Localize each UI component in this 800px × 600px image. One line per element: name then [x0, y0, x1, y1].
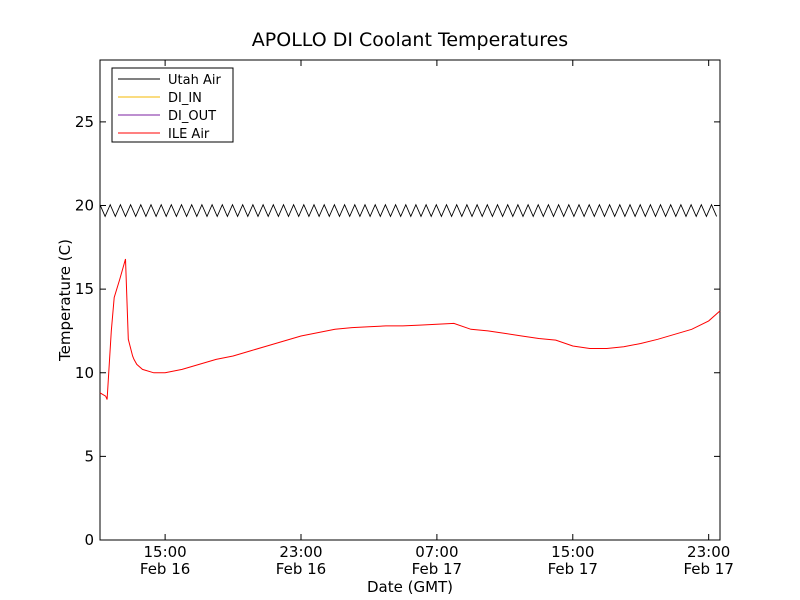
- legend-label: Utah Air: [168, 73, 221, 88]
- legend-label: DI_IN: [168, 91, 202, 106]
- chart-title: APOLLO DI Coolant Temperatures: [252, 29, 568, 51]
- legend-entries: Utah Air DI_IN DI_OUT ILE Air: [118, 73, 221, 142]
- x-tick-label-date: Feb 17: [683, 560, 733, 578]
- y-axis-label: Temperature (C): [56, 239, 74, 362]
- legend-label: ILE Air: [168, 127, 210, 142]
- x-tick-label-time: 23:00: [279, 543, 322, 561]
- x-tick-label-time: 07:00: [415, 543, 458, 561]
- y-tick-label: 25: [75, 113, 94, 131]
- y-tick-label: 15: [75, 280, 94, 298]
- series-line-utah-air: [99, 203, 718, 218]
- y-tick-label: 0: [84, 531, 94, 549]
- y-tick-label: 5: [84, 447, 94, 465]
- x-tick-label-date: Feb 16: [276, 560, 326, 578]
- series-layer: [99, 203, 721, 400]
- legend-label: DI_OUT: [168, 109, 216, 124]
- legend: Utah Air DI_IN DI_OUT ILE Air: [111, 67, 234, 143]
- legend-box: [111, 67, 234, 143]
- x-tick-label-date: Feb 16: [140, 560, 190, 578]
- y-tick-label: 10: [75, 364, 94, 382]
- y-axis: 0 5 10 15 20 25: [75, 113, 720, 549]
- y-tick-label: 20: [75, 197, 94, 215]
- x-tick-label-time: 15:00: [143, 543, 186, 561]
- x-tick-label-date: Feb 17: [548, 560, 598, 578]
- x-axis-label: Date (GMT): [367, 578, 453, 596]
- x-tick-label-time: 15:00: [551, 543, 594, 561]
- x-tick-label-date: Feb 17: [412, 560, 462, 578]
- x-tick-label-time: 23:00: [687, 543, 730, 561]
- series-line-ile-air: [99, 258, 721, 400]
